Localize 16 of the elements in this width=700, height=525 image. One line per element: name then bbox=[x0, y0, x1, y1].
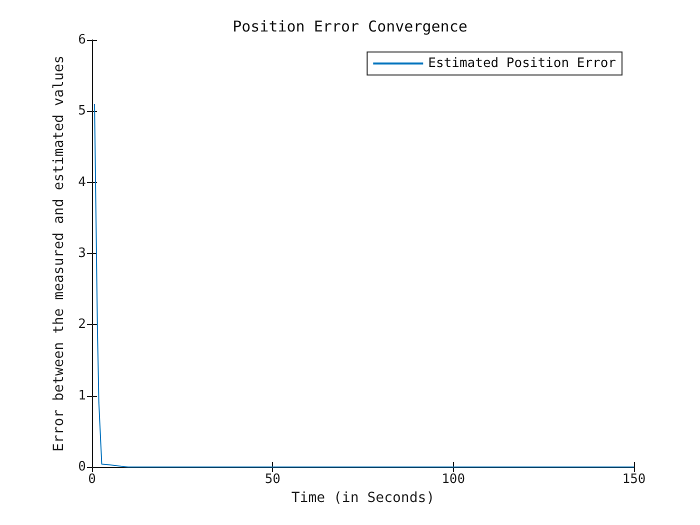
x-tick-label: 100 bbox=[442, 472, 466, 487]
y-tick-label: 1 bbox=[78, 388, 86, 404]
y-axis-title: Error between the measured and estimated values bbox=[51, 55, 67, 452]
chart-title: Position Error Convergence bbox=[232, 18, 468, 36]
y-tick-label: 0 bbox=[78, 460, 86, 474]
y-tick-label: 6 bbox=[78, 32, 86, 48]
x-axis-title: Time (in Seconds) bbox=[291, 490, 435, 506]
y-tick-label: 2 bbox=[78, 317, 86, 332]
legend-label: Estimated Position Error bbox=[428, 56, 616, 71]
y-tick-label: 3 bbox=[78, 246, 86, 261]
line-series bbox=[94, 104, 634, 468]
y-tick-label: 4 bbox=[78, 174, 86, 190]
x-tick-label: 50 bbox=[264, 472, 280, 487]
y-tick-label: 5 bbox=[78, 104, 86, 119]
x-tick-label: 150 bbox=[622, 472, 646, 487]
x-tick-label: 0 bbox=[88, 472, 96, 487]
